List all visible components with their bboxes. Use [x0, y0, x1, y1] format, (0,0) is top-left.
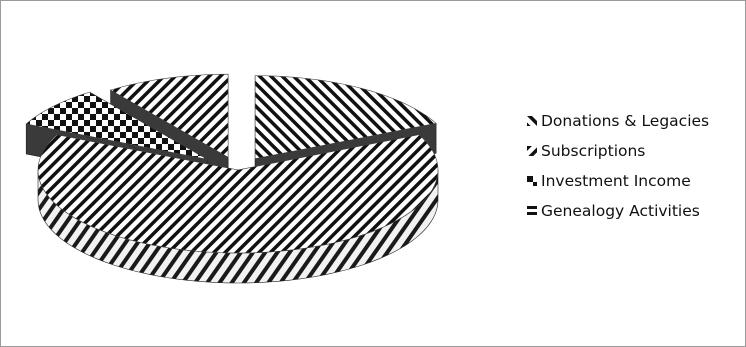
slice-subscriptions	[37, 134, 439, 284]
slice-top	[25, 91, 208, 160]
legend-label: Genealogy Activities	[541, 202, 700, 220]
legend-swatch-checker	[527, 176, 537, 186]
legend-item: Investment Income	[527, 168, 741, 194]
legend-label: Investment Income	[541, 172, 691, 190]
legend: Donations & Legacies Subscriptions Inves…	[527, 108, 741, 228]
slice-top	[37, 134, 439, 254]
legend-swatch-diag-down	[527, 146, 537, 156]
legend-item: Subscriptions	[527, 138, 741, 164]
pie-slices	[25, 73, 439, 284]
legend-label: Donations & Legacies	[541, 112, 710, 130]
legend-swatch-hstripe	[527, 206, 537, 216]
legend-swatch-diag-up	[527, 116, 537, 126]
legend-label: Subscriptions	[541, 142, 646, 160]
slice-top	[109, 73, 229, 158]
legend-item: Donations & Legacies	[527, 108, 741, 134]
slice-top	[254, 75, 437, 160]
legend-item: Genealogy Activities	[527, 198, 741, 224]
